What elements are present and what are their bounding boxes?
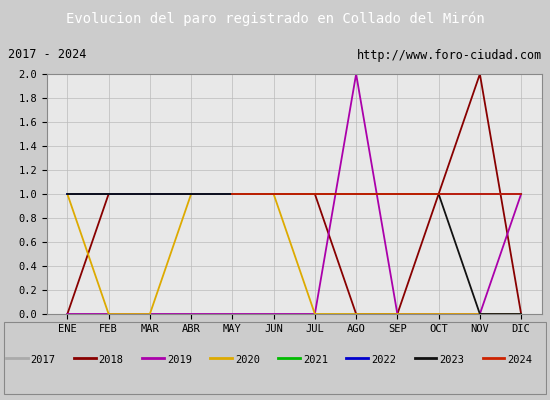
Text: 2022: 2022 [371,354,396,365]
Text: 2018: 2018 [98,354,124,365]
Text: 2024: 2024 [507,354,532,365]
Text: http://www.foro-ciudad.com: http://www.foro-ciudad.com [356,48,542,62]
Text: 2017: 2017 [31,354,56,365]
Text: 2023: 2023 [439,354,464,365]
Text: 2019: 2019 [167,354,192,365]
Text: 2020: 2020 [235,354,260,365]
Text: 2021: 2021 [303,354,328,365]
Text: 2017 - 2024: 2017 - 2024 [8,48,86,62]
Text: Evolucion del paro registrado en Collado del Mirón: Evolucion del paro registrado en Collado… [65,12,485,26]
